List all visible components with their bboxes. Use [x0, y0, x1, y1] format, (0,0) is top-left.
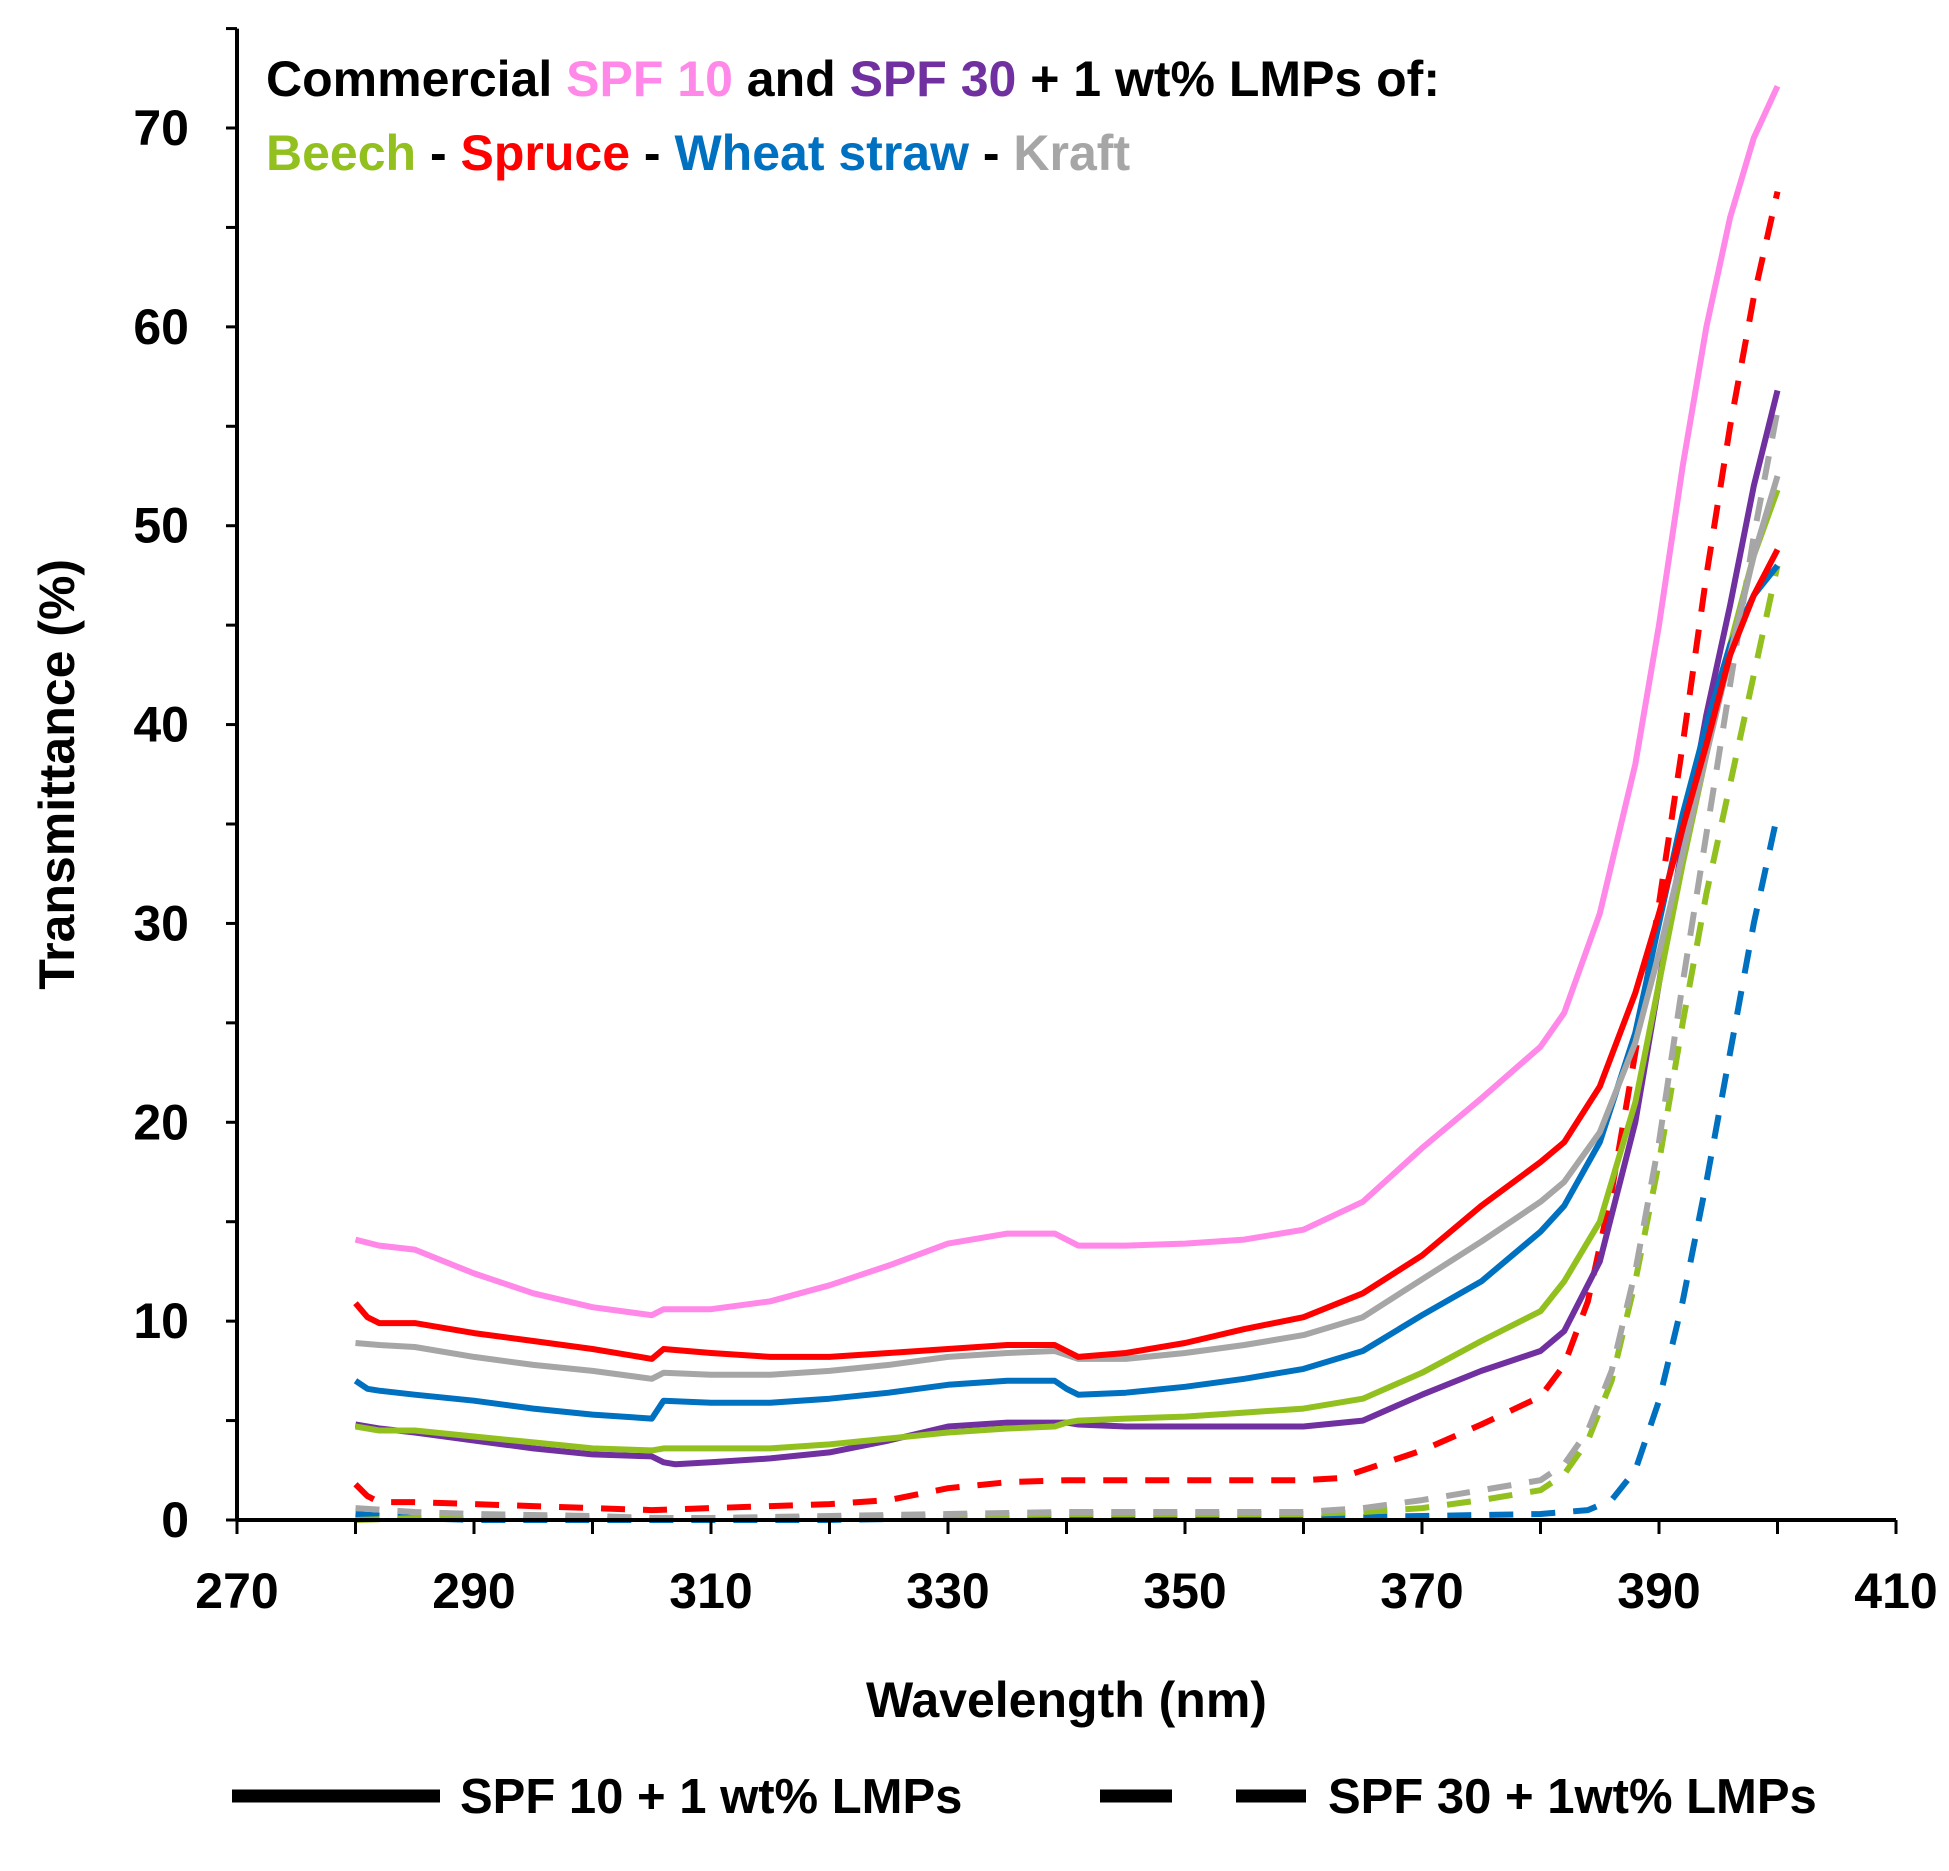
title-line-1-run-4: + 1 wt% LMPs of:: [1016, 51, 1440, 107]
y-tick-label-2: 20: [133, 1094, 189, 1150]
series-line-4: [355, 488, 1781, 1454]
title-line-2-run-4: Wheat straw: [674, 125, 969, 181]
series-line-9: [355, 813, 1781, 1523]
series-line-0: [354, 84, 1781, 1319]
y-tick-label-4: 40: [133, 697, 189, 753]
title-line-2-run-6: Kraft: [1013, 125, 1130, 181]
x-tick-label-2: 310: [669, 1563, 752, 1619]
title-line-2-run-0: Beech: [266, 125, 416, 181]
x-tick-label-4: 350: [1143, 1563, 1226, 1619]
y-tick-label-7: 70: [133, 100, 189, 156]
chart-title: Commercial SPF 10 and SPF 30 + 1 wt% LMP…: [266, 51, 1440, 181]
series-line-3: [353, 563, 1780, 1422]
title-line-1-run-1: SPF 10: [566, 51, 733, 107]
x-tick-label-6: 390: [1617, 1563, 1700, 1619]
title-line-2-run-5: -: [969, 125, 1013, 181]
y-axis-label: Transmittance (%): [29, 559, 85, 990]
x-axis-label: Wavelength (nm): [866, 1672, 1267, 1728]
x-tick-label-1: 290: [432, 1563, 515, 1619]
x-tick-label-5: 370: [1380, 1563, 1463, 1619]
series-line-8: [355, 564, 1781, 1523]
title-line-1: Commercial SPF 10 and SPF 30 + 1 wt% LMP…: [266, 51, 1440, 107]
series-line-2: [355, 475, 1781, 1382]
legend-label-spf30: SPF 30 + 1wt% LMPs: [1328, 1770, 1817, 1824]
y-tick-label-6: 60: [133, 299, 189, 355]
legend: SPF 10 + 1 wt% LMPs SPF 30 + 1wt% LMPs: [232, 1770, 1817, 1824]
y-tick-label-1: 10: [133, 1293, 189, 1349]
title-line-1-run-3: SPF 30: [850, 51, 1017, 107]
y-tick-label-5: 50: [133, 498, 189, 554]
legend-label-spf10: SPF 10 + 1 wt% LMPs: [460, 1770, 962, 1824]
title-line-1-run-0: Commercial: [266, 51, 566, 107]
y-tick-label-0: 0: [161, 1492, 189, 1548]
title-line-1-run-2: and: [733, 51, 850, 107]
title-line-2-run-3: -: [630, 125, 674, 181]
axes-layer: 0 10 20 30 40 50 60 70 270 290 310 330 350 370 390 410: [133, 27, 1938, 1619]
title-line-2-run-1: -: [416, 125, 460, 181]
x-tick-label-3: 330: [906, 1563, 989, 1619]
title-line-2: Beech - Spruce - Wheat straw - Kraft: [266, 125, 1130, 181]
series-line-1: [353, 548, 1781, 1362]
x-tick-label-0: 270: [195, 1563, 278, 1619]
y-tick-label-3: 30: [133, 895, 189, 951]
x-tick-label-7: 410: [1854, 1563, 1937, 1619]
title-line-2-run-2: Spruce: [461, 125, 631, 181]
series-layer: [353, 84, 1781, 1523]
